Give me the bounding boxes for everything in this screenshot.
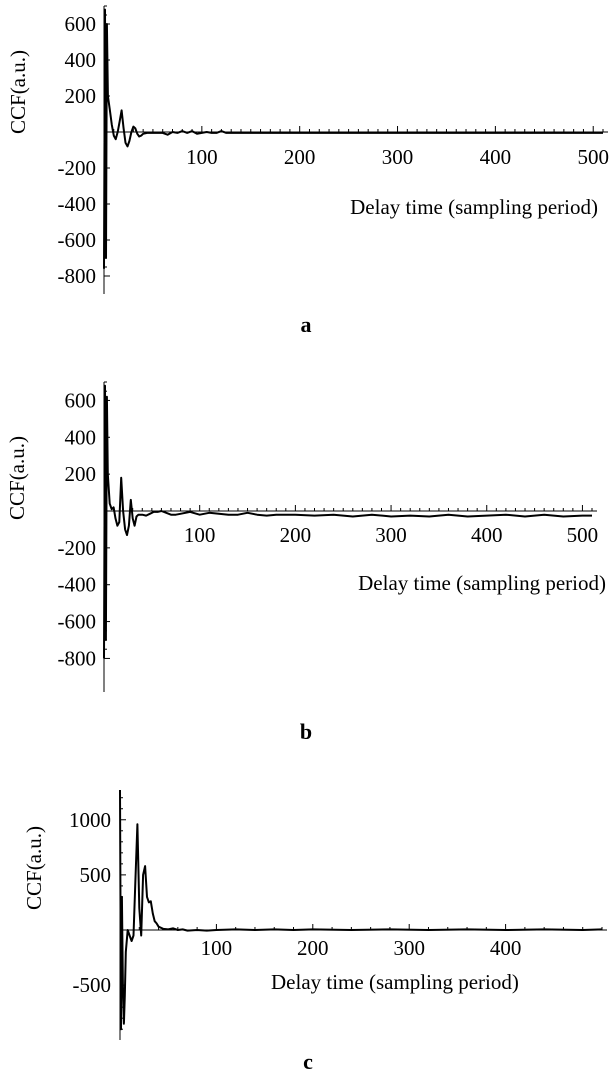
ccf-series-line	[103, 384, 592, 659]
x-tick-label: 400	[480, 145, 512, 169]
panel-label: a	[301, 312, 312, 337]
y-tick-label: 600	[65, 388, 97, 412]
y-tick-label: 1000	[69, 808, 111, 832]
y-tick-label: -500	[73, 973, 112, 997]
y-tick-label: 400	[65, 425, 97, 449]
x-tick-label: 300	[382, 145, 414, 169]
x-tick-label: 400	[471, 523, 503, 547]
x-tick-label: 200	[284, 145, 316, 169]
y-axis-label: CCF(a.u.)	[5, 436, 29, 520]
ccf-series-line	[103, 8, 603, 269]
x-tick-label: 500	[567, 523, 599, 547]
x-tick-label: 100	[184, 523, 216, 547]
y-tick-label: -800	[58, 264, 97, 288]
x-tick-label: 200	[297, 936, 329, 960]
y-axis-label: CCF(a.u.)	[6, 50, 30, 134]
tick-label-group: 100 200 300 400 500 600 400 200 -200 -400 -600 -800	[58, 388, 599, 670]
chart-panel-c: 100 200 300 400 1000 500 -500 Delay time (samp…	[22, 789, 607, 1074]
y-tick-label: -600	[58, 610, 97, 634]
chart-panel-b: 100 200 300 400 500 600 400 200 -200 -400 -600 -800…	[5, 381, 606, 744]
y-tick-label: -400	[58, 573, 97, 597]
y-tick-label: -200	[58, 156, 97, 180]
y-tick-label: -800	[58, 646, 97, 670]
y-tick-label: 600	[65, 12, 97, 36]
panel-label: c	[303, 1049, 313, 1074]
y-tick-label: -600	[58, 228, 97, 252]
x-axis-label: Delay time (sampling period)	[271, 970, 519, 994]
tick-group	[104, 5, 604, 277]
tick-group	[120, 797, 603, 1030]
ccf-series-line	[119, 789, 603, 1031]
y-tick-label: 400	[65, 48, 97, 72]
x-tick-label: 100	[186, 145, 218, 169]
x-axis-label: Delay time (sampling period)	[350, 195, 598, 219]
y-tick-label: 200	[65, 84, 97, 108]
x-tick-label: 500	[577, 145, 609, 169]
x-axis-label: Delay time (sampling period)	[358, 571, 606, 595]
y-axis-label: CCF(a.u.)	[22, 826, 46, 910]
x-tick-label: 100	[201, 936, 233, 960]
y-tick-label: -400	[58, 192, 97, 216]
panel-label: b	[300, 719, 312, 744]
tick-label-group: 100 200 300 400 1000 500 -500	[69, 808, 521, 997]
x-tick-label: 300	[375, 523, 407, 547]
y-tick-label: 200	[65, 462, 97, 486]
x-tick-label: 200	[280, 523, 312, 547]
tick-label-group: 100 200 300 400 500 600 400 200 -200 -400 -600 -800	[58, 12, 609, 288]
x-tick-label: 400	[490, 936, 522, 960]
x-tick-label: 300	[393, 936, 425, 960]
y-tick-label: -200	[58, 536, 97, 560]
y-tick-label: 500	[80, 863, 112, 887]
chart-panel-a: 100 200 300 400 500 600 400 200 -200 -400 -600 -800…	[6, 5, 609, 337]
tick-group	[104, 381, 593, 659]
